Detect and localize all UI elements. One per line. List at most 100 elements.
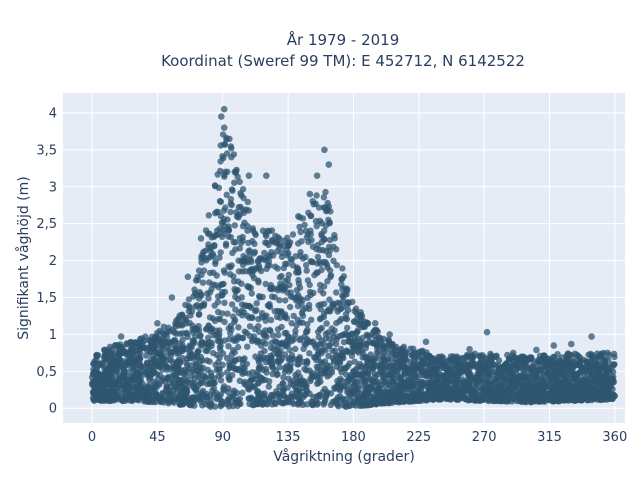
- data-point: [464, 368, 471, 375]
- data-point: [101, 365, 108, 372]
- data-point: [272, 400, 279, 408]
- x-tick-label: 45: [149, 430, 166, 445]
- data-point: [369, 330, 376, 338]
- data-point: [262, 327, 269, 334]
- data-point: [165, 338, 172, 345]
- data-point: [251, 230, 259, 237]
- data-point: [386, 331, 394, 338]
- data-point: [219, 131, 227, 138]
- data-point: [261, 347, 268, 355]
- data-point: [228, 262, 235, 269]
- data-point: [324, 278, 331, 285]
- data-point: [422, 396, 430, 403]
- data-point: [470, 390, 477, 397]
- data-point: [548, 386, 556, 393]
- data-point: [267, 344, 275, 351]
- data-point: [229, 393, 236, 400]
- data-point: [246, 247, 253, 254]
- data-point: [313, 172, 321, 179]
- data-point: [109, 394, 116, 401]
- x-tick-label: 225: [406, 430, 431, 445]
- y-axis-title: Signifikant våghöjd (m): [15, 176, 32, 339]
- data-point: [468, 396, 475, 403]
- data-point: [339, 331, 346, 339]
- data-point: [342, 364, 349, 372]
- data-point: [329, 347, 336, 354]
- data-point: [274, 265, 281, 272]
- data-point: [217, 212, 225, 220]
- data-point: [244, 198, 251, 206]
- data-point: [304, 277, 312, 284]
- data-point: [494, 368, 502, 376]
- data-point: [156, 342, 164, 349]
- data-point: [236, 245, 243, 252]
- data-point: [238, 280, 245, 287]
- data-point: [542, 362, 550, 370]
- data-point: [159, 357, 166, 364]
- data-point: [269, 332, 277, 339]
- data-point: [91, 396, 98, 403]
- data-point: [225, 233, 232, 240]
- data-point: [337, 365, 344, 373]
- data-point: [466, 354, 473, 361]
- data-point: [373, 342, 381, 349]
- data-point: [421, 356, 428, 363]
- data-point: [342, 311, 350, 318]
- y-tick-label: 4: [49, 106, 57, 121]
- data-point: [174, 350, 181, 357]
- data-point: [173, 384, 180, 391]
- data-point: [207, 369, 215, 376]
- data-point: [123, 394, 131, 401]
- data-point: [298, 399, 305, 406]
- data-point: [371, 399, 378, 407]
- data-point: [375, 355, 382, 362]
- data-point: [131, 393, 139, 400]
- data-point: [431, 381, 438, 388]
- data-point: [217, 249, 224, 256]
- data-point: [212, 260, 219, 267]
- data-point: [413, 388, 420, 395]
- data-point: [418, 368, 426, 375]
- data-point: [285, 341, 292, 348]
- data-point: [495, 362, 502, 369]
- data-point: [157, 347, 164, 355]
- data-point: [251, 248, 259, 256]
- data-point: [258, 355, 265, 363]
- data-point: [177, 401, 184, 408]
- data-point: [210, 349, 217, 357]
- data-point: [289, 231, 297, 238]
- data-point: [219, 361, 226, 368]
- data-point: [381, 379, 388, 386]
- data-point: [344, 324, 351, 332]
- data-point: [595, 379, 602, 387]
- data-point: [543, 382, 550, 389]
- data-point: [358, 371, 366, 378]
- data-point: [256, 328, 263, 336]
- data-point: [182, 314, 189, 321]
- data-point: [371, 370, 379, 378]
- data-point: [307, 212, 315, 219]
- x-tick-label: 360: [602, 430, 627, 445]
- data-point: [469, 361, 476, 369]
- data-point: [228, 201, 235, 209]
- data-point: [565, 350, 572, 358]
- data-point: [90, 366, 97, 373]
- data-point: [330, 300, 337, 307]
- data-point: [144, 367, 152, 374]
- data-point: [426, 377, 433, 384]
- data-point: [330, 243, 337, 250]
- data-point: [290, 312, 297, 320]
- data-point: [294, 266, 301, 273]
- data-point: [198, 368, 205, 375]
- data-point: [105, 380, 112, 387]
- data-point: [296, 223, 303, 231]
- data-point: [318, 220, 326, 227]
- data-point: [299, 296, 306, 304]
- data-point: [452, 355, 459, 362]
- data-point: [344, 348, 351, 356]
- data-point: [216, 197, 224, 205]
- data-point: [90, 360, 97, 368]
- data-point: [285, 356, 293, 364]
- y-tick-label: 1: [49, 328, 57, 343]
- data-point: [104, 352, 111, 359]
